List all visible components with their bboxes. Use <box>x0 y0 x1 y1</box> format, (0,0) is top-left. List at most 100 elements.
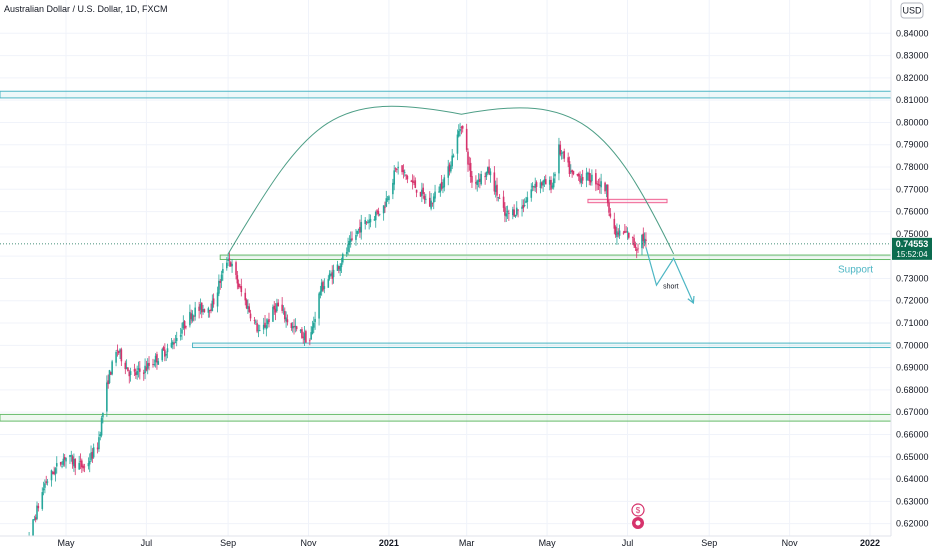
candle-body <box>388 196 390 201</box>
candle-body <box>622 232 625 234</box>
candle-body <box>115 351 117 363</box>
drawings-layer: Support short <box>0 105 891 305</box>
candle-body <box>401 165 403 173</box>
candle-body <box>254 321 257 323</box>
candle-body <box>552 178 555 188</box>
candle-body <box>286 319 289 323</box>
candle-body <box>37 505 40 509</box>
candle-body <box>393 170 395 185</box>
x-tick-label: Nov <box>301 538 318 548</box>
zone-0700 <box>192 342 892 349</box>
candle-body <box>577 173 580 177</box>
currency-badge[interactable]: USD <box>900 2 924 19</box>
y-tick-label: 0.72000 <box>896 296 929 306</box>
candle-body <box>338 266 340 270</box>
candle-body <box>120 349 123 362</box>
candle-body <box>191 313 194 321</box>
candle-body <box>432 196 435 203</box>
candle-body <box>377 211 380 215</box>
candle-body <box>498 197 501 199</box>
candle-body <box>475 182 477 184</box>
short-arrow-head <box>687 295 695 305</box>
candle-body <box>397 166 399 169</box>
event-icon-news[interactable] <box>632 517 644 529</box>
candle-body <box>406 175 409 180</box>
candle-body <box>373 219 376 221</box>
candle-body <box>461 126 464 129</box>
candle-body <box>544 179 547 185</box>
candle-body <box>471 175 473 183</box>
candle-body <box>320 282 323 292</box>
candle-body <box>356 230 359 235</box>
candle-body <box>525 200 527 203</box>
event-icon-dividend[interactable]: $ <box>631 503 645 517</box>
current-price-tag <box>892 237 932 260</box>
candle-body <box>568 161 571 174</box>
candle-body <box>443 177 446 188</box>
candle-body <box>135 372 137 376</box>
candle-body <box>625 231 627 233</box>
chart-title: Australian Dollar / U.S. Dollar, 1D, FXC… <box>4 4 168 14</box>
candle-body <box>162 347 165 351</box>
candle-body <box>643 238 646 243</box>
candle-body <box>617 232 620 235</box>
candle-body <box>226 262 228 269</box>
candle-body <box>587 172 589 175</box>
candle-body <box>367 222 369 224</box>
candle-body <box>488 166 490 174</box>
candle-body <box>277 302 280 307</box>
candle-body <box>148 362 150 366</box>
time-axis-bg <box>0 536 932 550</box>
candle-body <box>210 309 212 311</box>
candle-body <box>543 179 546 183</box>
candle-body <box>421 189 423 196</box>
candle-body <box>319 291 322 296</box>
candle-body <box>59 461 62 465</box>
candle-body <box>479 178 481 182</box>
candle-body <box>274 308 277 313</box>
candle-body <box>264 322 266 328</box>
y-tick-label: 0.80000 <box>896 117 929 127</box>
candle-body <box>171 341 174 345</box>
candle-body <box>69 455 71 458</box>
candle-body <box>567 157 569 163</box>
candle-body <box>46 481 49 483</box>
x-tick-label: Jul <box>622 538 634 548</box>
candle-body <box>182 321 185 329</box>
candle-body <box>405 174 407 176</box>
candle-body <box>340 263 343 268</box>
time-axis[interactable]: May Jul Sep Nov 2021 Mar May Jul Sep Nov 2022 <box>57 538 880 548</box>
candle-body <box>480 174 482 185</box>
candle-body <box>364 219 366 225</box>
x-tick-label: 2022 <box>860 538 880 548</box>
candle-body <box>248 306 251 313</box>
candle-body <box>165 354 167 356</box>
grid <box>0 0 891 536</box>
candle-body <box>272 306 274 322</box>
candle-body <box>635 249 638 251</box>
candle-body <box>99 434 102 437</box>
x-tick-label: Sep <box>220 538 236 548</box>
candle-body <box>276 303 278 311</box>
candle-body <box>144 365 146 373</box>
candle-body <box>332 269 335 278</box>
candle-body <box>185 326 187 328</box>
candle-body <box>467 151 469 165</box>
candle-body <box>257 330 260 332</box>
candle-body <box>119 349 121 352</box>
y-tick-label: 0.79000 <box>896 140 929 150</box>
candle-body <box>502 196 505 208</box>
candle-body <box>396 169 398 170</box>
candle-body <box>450 165 452 172</box>
candle-body <box>392 182 394 195</box>
candle-body <box>219 280 222 283</box>
support-label: Support <box>838 265 873 276</box>
candle-body <box>351 238 353 240</box>
candle-body <box>535 182 538 187</box>
candle-body <box>153 364 156 365</box>
candle-body <box>73 458 75 467</box>
y-tick-label: 0.73000 <box>896 273 929 283</box>
price-axis[interactable]: 0.84000 0.83000 0.82000 0.81000 0.80000 0.790… <box>896 28 929 528</box>
candle-body <box>281 304 283 311</box>
